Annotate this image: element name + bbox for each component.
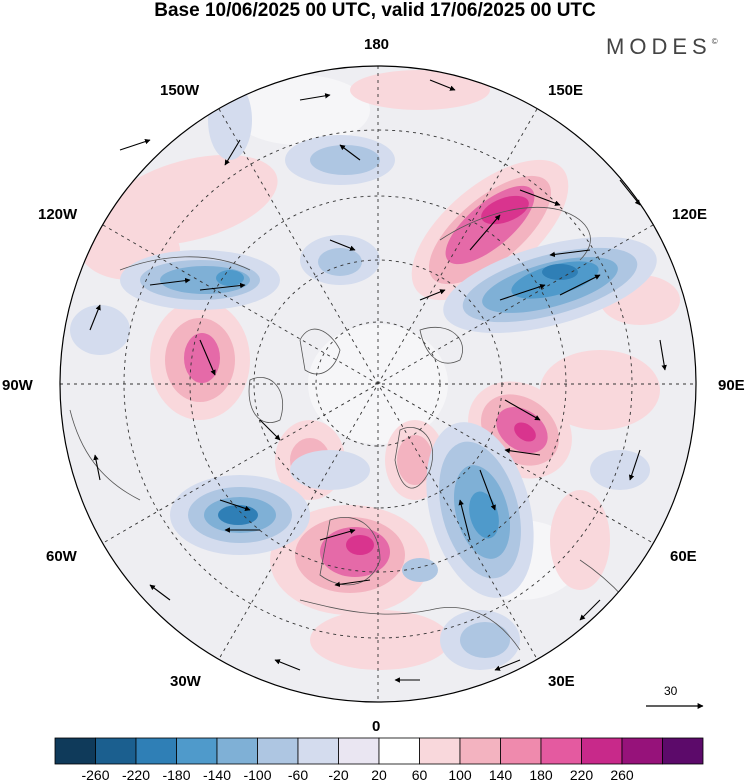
colorbar-swatch bbox=[216, 737, 258, 765]
lon-label-150e: 150E bbox=[548, 82, 584, 99]
lon-label-60e: 60E bbox=[670, 548, 697, 565]
negative-anomaly bbox=[208, 80, 252, 160]
colorbar-swatch bbox=[459, 737, 501, 765]
colorbar-tick-label: 60 bbox=[411, 767, 428, 783]
colorbar-tick-label: -260 bbox=[81, 767, 110, 783]
positive-anomaly bbox=[310, 610, 450, 670]
negative-anomaly bbox=[542, 264, 578, 280]
colorbar-tick-label: 100 bbox=[448, 767, 472, 783]
negative-anomaly bbox=[70, 305, 130, 355]
colorbar-tick-label: 180 bbox=[529, 767, 553, 783]
colorbar-swatch bbox=[54, 737, 96, 765]
positive-anomaly bbox=[184, 333, 220, 383]
brand-mark: © bbox=[711, 37, 718, 46]
colorbar-tick-label: -220 bbox=[121, 767, 151, 783]
lon-label-90w: 90W bbox=[2, 377, 33, 394]
wind-vectors bbox=[89, 79, 667, 683]
negative-anomaly bbox=[460, 622, 510, 658]
colorbar-swatch bbox=[297, 737, 339, 765]
lon-label-180: 180 bbox=[364, 36, 390, 53]
negative-anomaly bbox=[590, 450, 650, 490]
lon-label-120w: 120W bbox=[38, 206, 78, 223]
colorbar-swatch bbox=[540, 737, 582, 765]
negative-anomaly bbox=[216, 270, 244, 286]
colorbar-tick-label: -140 bbox=[202, 767, 232, 783]
lon-label-0: 0 bbox=[372, 718, 381, 735]
colorbar-swatch bbox=[135, 737, 177, 765]
colorbar-tick-label: 260 bbox=[610, 767, 634, 783]
negative-anomaly bbox=[218, 505, 258, 525]
anomaly-field bbox=[69, 70, 680, 670]
colorbar-tick-label: -100 bbox=[243, 767, 272, 783]
colorbar-tick-label: -20 bbox=[328, 767, 349, 783]
colorbar-tick-label: 140 bbox=[488, 767, 513, 783]
neutral-patch bbox=[230, 75, 370, 145]
colorbar-swatch bbox=[338, 737, 380, 765]
positive-anomaly bbox=[481, 195, 529, 225]
positive-anomaly bbox=[540, 350, 660, 430]
positive-anomaly bbox=[514, 422, 536, 442]
negative-anomaly bbox=[469, 491, 499, 539]
colorbar-swatch bbox=[419, 737, 461, 765]
colorbar-swatch bbox=[500, 737, 542, 765]
lon-label-30e: 30E bbox=[548, 673, 575, 690]
positive-anomaly bbox=[350, 70, 490, 110]
lon-label-90e: 90E bbox=[718, 377, 745, 394]
colorbar-tick-label: 220 bbox=[569, 767, 594, 783]
colorbar-tick-label: -60 bbox=[287, 767, 309, 783]
brand-name: MODES bbox=[606, 34, 712, 59]
map-border bbox=[59, 65, 697, 703]
lon-label-150w: 150W bbox=[160, 82, 200, 99]
brand-logo: MODES© bbox=[606, 34, 718, 60]
positive-anomaly bbox=[550, 490, 610, 590]
colorbar-swatch bbox=[257, 737, 299, 765]
negative-anomaly bbox=[402, 558, 438, 582]
colorbar-tick-label: 20 bbox=[371, 767, 387, 783]
negative-anomaly bbox=[290, 450, 370, 490]
meridians bbox=[60, 66, 696, 702]
colorbar-tick-label: -180 bbox=[162, 767, 191, 783]
colorbar-swatch bbox=[621, 737, 663, 765]
negative-anomaly bbox=[310, 145, 380, 175]
colorbar bbox=[54, 737, 704, 765]
chart-title: Base 10/06/2025 00 UTC, valid 17/06/2025… bbox=[154, 0, 596, 21]
negative-anomaly bbox=[318, 248, 362, 276]
colorbar-swatch bbox=[662, 737, 704, 765]
lon-label-120e: 120E bbox=[672, 206, 708, 223]
colorbar-swatch bbox=[581, 737, 623, 765]
positive-anomaly bbox=[397, 435, 433, 485]
colorbar-swatch bbox=[378, 737, 420, 765]
positive-anomaly bbox=[346, 535, 374, 555]
polar-map bbox=[59, 65, 704, 709]
colorbar-swatch bbox=[95, 737, 137, 765]
reference-vector-label: 30 bbox=[664, 684, 678, 698]
lon-label-60w: 60W bbox=[46, 548, 77, 565]
lon-label-30w: 30W bbox=[170, 673, 201, 690]
colorbar-swatch bbox=[176, 737, 218, 765]
